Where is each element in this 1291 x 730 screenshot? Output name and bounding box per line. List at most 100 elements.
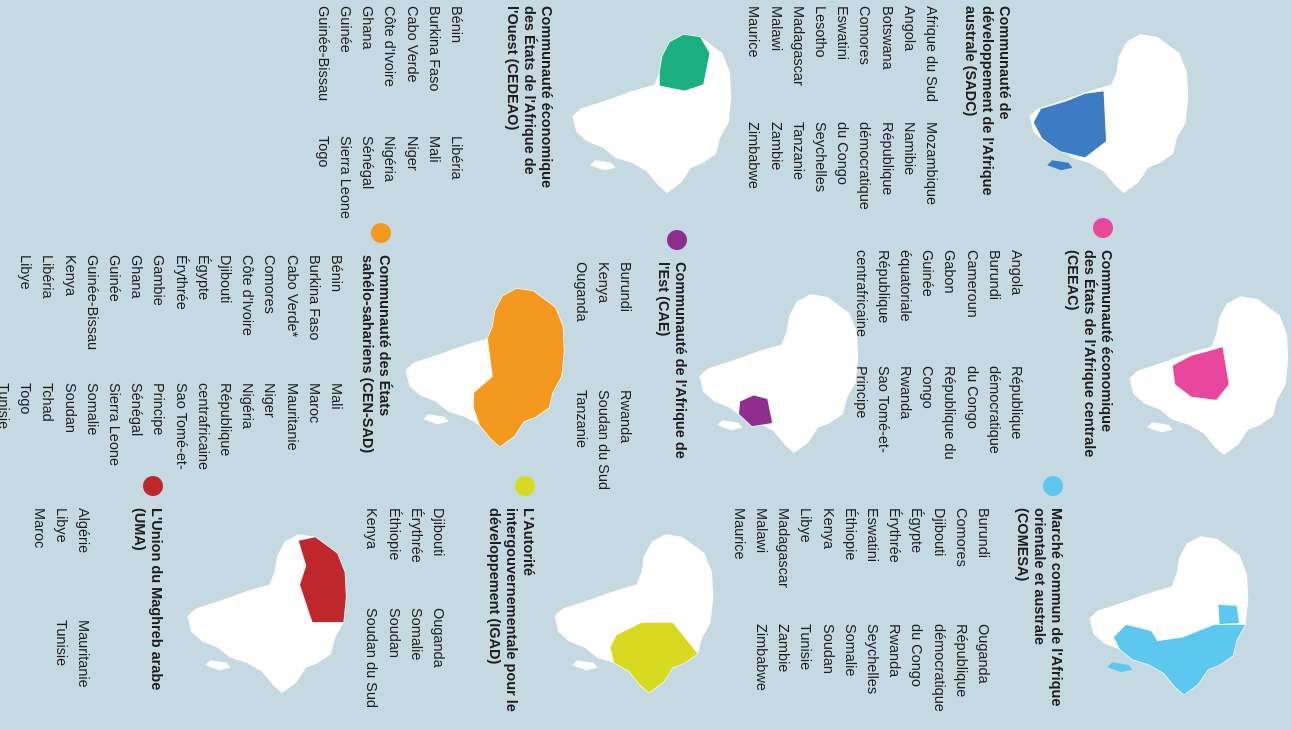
list-item: Gambie xyxy=(150,255,167,306)
list-item: Tunisie xyxy=(0,383,11,430)
censad-color-dot xyxy=(371,223,391,243)
panel-cae: Communauté de l'Afrique de l'Est (CAE) B… xyxy=(573,230,689,490)
panel-uma: L'Union du Maghreb arabe (UMA) Algérie L… xyxy=(31,476,165,690)
list-item: Mali xyxy=(328,383,344,410)
cedeao-col-1: Bénin Burkina Faso Cabo Verde Côte d'Ivo… xyxy=(312,6,467,146)
comesa-map xyxy=(1089,536,1249,696)
list-item: Côte d'Ivoire xyxy=(239,255,256,336)
list-item: Mauritanie xyxy=(75,620,91,688)
cedeao-map xyxy=(572,33,732,193)
list-item: Mali xyxy=(425,136,442,163)
panel-ceeac: Communauté économique des États de l'Afr… xyxy=(830,218,1115,460)
list-item: Libéria xyxy=(39,255,56,299)
list-item: Sierra Leone xyxy=(105,383,122,467)
list-item: Togo xyxy=(314,136,331,168)
panel-sadc: Communauté de développement de l'Afrique… xyxy=(745,6,1013,210)
sadc-map xyxy=(1029,34,1189,193)
panel-censad: Communauté des États sahélo-sahariens (C… xyxy=(0,223,393,470)
list-item: Égypte xyxy=(194,255,211,301)
list-item: Tanzanie xyxy=(789,122,806,181)
uma-color-dot xyxy=(143,476,163,496)
list-item: Ouganda xyxy=(430,608,446,668)
comesa-col-2: Ouganda République démocratique du Congo… xyxy=(750,624,994,724)
list-item: Maurice xyxy=(730,508,747,560)
list-item: Rwanda xyxy=(886,624,903,678)
list-item: Guinée xyxy=(105,255,122,302)
list-item: Djibouti xyxy=(216,255,233,304)
list-item: Guinée équatoriale xyxy=(896,250,936,322)
uma-title: L'Union du Maghreb arabe (UMA) xyxy=(131,508,164,691)
list-item: Zambie xyxy=(775,624,792,673)
list-item: Niger xyxy=(261,383,278,418)
igad-title: L'Autorité intergouvernementale pour le … xyxy=(486,508,536,712)
censad-col-2: Mali Maroc Mauritanie Niger Nigéria Répu… xyxy=(0,383,347,483)
list-item: Sénégal xyxy=(128,383,145,437)
cae-col-2: Rwanda Soudan du Sud Tanzanie xyxy=(569,390,636,500)
list-item: Cabo Verde* xyxy=(283,255,300,338)
cedeao-title: Communauté économique des États de l'Afr… xyxy=(504,6,554,189)
uma-col-2: Mauritanie Tunisie xyxy=(50,620,94,720)
list-item: Angola xyxy=(1008,250,1024,296)
list-item: Burundi xyxy=(617,262,633,312)
list-item: Kenya xyxy=(61,255,78,297)
list-item: République démocratique du Congo xyxy=(908,624,969,712)
censad-map xyxy=(405,287,565,448)
panel-igad: L'Autorité intergouvernementale pour le … xyxy=(363,476,537,712)
list-item: Burkina Faso xyxy=(305,255,322,341)
list-item: Somalie xyxy=(407,608,424,661)
list-item: Tanzanie xyxy=(572,390,589,449)
list-item: Tchad xyxy=(39,383,56,422)
list-item: Libye xyxy=(17,255,34,290)
list-item: Ghana xyxy=(359,6,376,50)
sadc-col-2: Mozambique Namibie République démocratiq… xyxy=(742,122,942,222)
list-item: Bénin xyxy=(328,255,344,293)
list-item: Tunisie xyxy=(52,620,69,667)
list-item: Burundi xyxy=(985,250,1002,300)
list-item: Soudan xyxy=(819,624,836,674)
uma-map xyxy=(187,534,347,693)
ceeac-color-dot xyxy=(1093,218,1113,238)
list-item: Rwanda xyxy=(617,390,633,444)
panel-comesa: Marché commun de l'Afrique orientale et … xyxy=(731,476,1065,712)
list-item: Comores xyxy=(261,255,278,314)
list-item: Nigéria xyxy=(239,383,256,429)
ceeac-title: Communauté économique des États de l'Afr… xyxy=(1064,250,1114,458)
sadc-title: Communauté de développement de l'Afrique… xyxy=(962,6,1012,196)
list-item: République démocratique du Congo xyxy=(963,366,1024,454)
list-item: Cabo Verde xyxy=(403,6,420,83)
list-item: Somalie xyxy=(83,383,100,436)
list-item: Soudan du Sud xyxy=(363,608,380,708)
list-item: Libéria xyxy=(448,136,464,180)
list-item: Érythrée xyxy=(172,255,189,310)
list-item: Bénin xyxy=(448,6,464,44)
list-item: Mozambique xyxy=(923,122,939,206)
list-item: Guinée-Bissau xyxy=(83,255,100,351)
list-item: Somalie xyxy=(841,624,858,677)
list-item: Soudan xyxy=(61,383,78,433)
list-item: République centrafricaine xyxy=(194,383,233,471)
panel-cedeao: Communauté économique des États de l'Afr… xyxy=(315,6,555,219)
list-item: Ghana xyxy=(128,255,145,299)
list-item: Tunisie xyxy=(797,624,814,671)
list-item: Gabon xyxy=(941,250,958,294)
list-item: Namibie xyxy=(900,122,917,176)
list-item: Zambie xyxy=(767,122,784,171)
list-item: Côte d'Ivoire xyxy=(381,6,398,87)
cae-title: Communauté de l'Afrique de l'Est (CAE) xyxy=(655,262,688,459)
list-item: Ouganda xyxy=(975,624,991,684)
list-item: Soudan xyxy=(385,608,402,658)
igad-map xyxy=(554,534,714,694)
list-item: Maroc xyxy=(305,383,322,424)
list-item: Niger xyxy=(403,136,420,171)
cae-color-dot xyxy=(667,230,687,250)
censad-col-1: Bénin Burkina Faso Cabo Verde* Comores C… xyxy=(14,255,347,395)
list-item: Zimbabwe xyxy=(752,624,769,691)
list-item: Togo xyxy=(17,383,34,415)
list-item: Seychelles xyxy=(811,122,828,193)
list-item: République démocratique du Congo xyxy=(834,122,895,210)
list-item: Seychelles xyxy=(863,624,880,695)
list-item: Rwanda xyxy=(896,366,913,420)
list-item: Sao Tomé-et-Principe xyxy=(150,383,189,470)
ceeac-map xyxy=(1129,296,1289,455)
list-item: Zimbabwe xyxy=(745,122,762,189)
